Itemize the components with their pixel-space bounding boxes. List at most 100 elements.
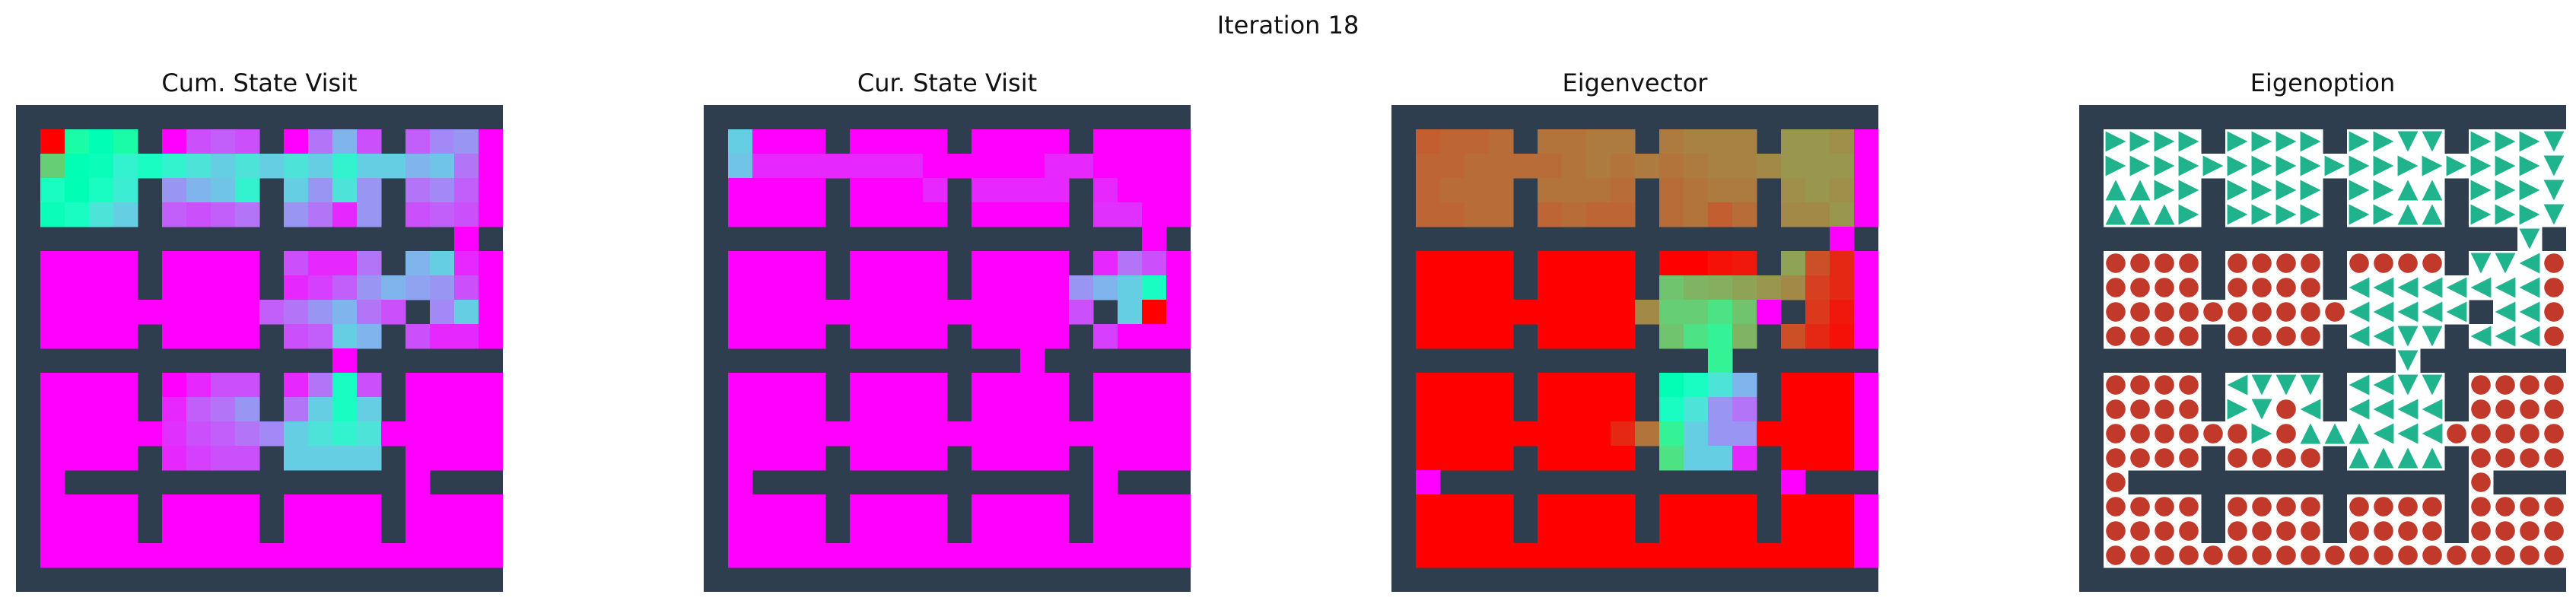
heatmap-cell [1830, 227, 1855, 252]
heatmap-cell [332, 348, 358, 374]
heatmap-cell [898, 178, 924, 203]
terminate-marker [2301, 278, 2320, 297]
action-arrow-up [2324, 423, 2345, 444]
heatmap-cell [454, 494, 479, 520]
heatmap-cell [1586, 251, 1611, 276]
heatmap-cell [972, 519, 997, 544]
heatmap-cell [211, 446, 236, 471]
heatmap-cell [235, 519, 260, 544]
heatmap-cell [308, 300, 333, 325]
heatmap-cell [1166, 421, 1191, 447]
terminate-marker [2252, 302, 2272, 322]
terminate-marker [2179, 521, 2199, 541]
heatmap-cell [850, 129, 875, 154]
heatmap-cell [1781, 421, 1806, 447]
heatmap-cell [898, 202, 924, 227]
heatmap-cell [284, 129, 309, 154]
heatmap-cell [332, 275, 358, 300]
heatmap-cell [1416, 519, 1441, 544]
heatmap-cell [1586, 202, 1611, 227]
action-arrow-down [2543, 131, 2565, 152]
terminate-marker [2544, 521, 2564, 541]
heatmap-cell [65, 154, 90, 179]
heatmap-cell [162, 519, 187, 544]
heatmap-cell [454, 154, 479, 179]
heatmap-cell [752, 202, 778, 227]
heatmap-cell [381, 300, 406, 325]
heatmap-cell [1805, 178, 1830, 203]
heatmap-cell [381, 543, 406, 568]
heatmap-cell [801, 129, 826, 154]
action-arrow-right [2495, 131, 2516, 152]
heatmap-cell [162, 178, 187, 203]
heatmap-cell [40, 421, 65, 447]
heatmap-cell [284, 446, 309, 471]
heatmap-cell [1166, 324, 1191, 349]
heatmap-cell [1854, 202, 1878, 227]
action-arrow-right [2422, 155, 2443, 176]
heatmap-cell [113, 275, 138, 300]
heatmap-cell [1538, 275, 1563, 300]
heatmap-cell [801, 300, 826, 325]
terminate-marker [2495, 424, 2515, 443]
heatmap-cell [357, 275, 382, 300]
heatmap-cell [947, 543, 972, 568]
heatmap-cell [728, 251, 753, 276]
heatmap-cell [1045, 178, 1070, 203]
heatmap-cell [874, 543, 899, 568]
heatmap-cell [1538, 519, 1563, 544]
heatmap-cell [1830, 129, 1855, 154]
heatmap-cell [1020, 275, 1045, 300]
heatmap-cell [308, 275, 333, 300]
heatmap-cell [1020, 324, 1045, 349]
terminate-marker [2544, 253, 2564, 273]
heatmap-cell [923, 324, 948, 349]
action-arrow-down [2397, 326, 2419, 347]
heatmap-cell [259, 421, 285, 447]
heatmap-cell [1805, 397, 1830, 422]
heatmap-cell [1440, 421, 1465, 447]
heatmap-cell [211, 519, 236, 544]
heatmap-cell [405, 519, 431, 544]
heatmap-cell [1708, 373, 1733, 398]
action-arrow-down [2422, 374, 2443, 396]
heatmap-cell [65, 373, 90, 398]
heatmap-cell [1465, 178, 1490, 203]
heatmap-cell [752, 275, 778, 300]
action-arrow-right [2251, 423, 2272, 444]
heatmap-cell [1805, 202, 1830, 227]
heatmap-cell [1142, 446, 1167, 471]
heatmap-cell [1093, 470, 1118, 495]
heatmap-cell [479, 519, 503, 544]
terminate-marker [2520, 497, 2539, 517]
heatmap-cell [1465, 129, 1490, 154]
heatmap-cell [454, 275, 479, 300]
heatmap-cell [1416, 324, 1441, 349]
heatmap-cell [1562, 129, 1587, 154]
heatmap-cell [996, 251, 1021, 276]
heatmap-cell [113, 202, 138, 227]
heatmap-cell [752, 397, 778, 422]
heatmap-cell [430, 275, 455, 300]
action-arrow-up [2129, 180, 2151, 201]
heatmap-cell [1854, 324, 1878, 349]
heatmap-cell [801, 543, 826, 568]
heatmap-cell [357, 373, 382, 398]
heatmap-cell [308, 373, 333, 398]
heatmap-cell [454, 178, 479, 203]
heatmap-cell [1684, 129, 1709, 154]
heatmap-cell [1142, 129, 1167, 154]
heatmap-cell [308, 202, 333, 227]
heatmap-cell [1562, 421, 1587, 447]
terminate-marker [2301, 521, 2320, 541]
heatmap-cell [479, 300, 503, 325]
heatmap-cell [1538, 373, 1563, 398]
heatmap-cell [284, 373, 309, 398]
action-arrow-down [2543, 204, 2565, 225]
heatmap-cell [777, 154, 802, 179]
action-arrow-right [2300, 180, 2321, 201]
heatmap-cell [874, 446, 899, 471]
heatmap-cell [947, 300, 972, 325]
heatmap-cell [1805, 519, 1830, 544]
heatmap-cell [1562, 397, 1587, 422]
